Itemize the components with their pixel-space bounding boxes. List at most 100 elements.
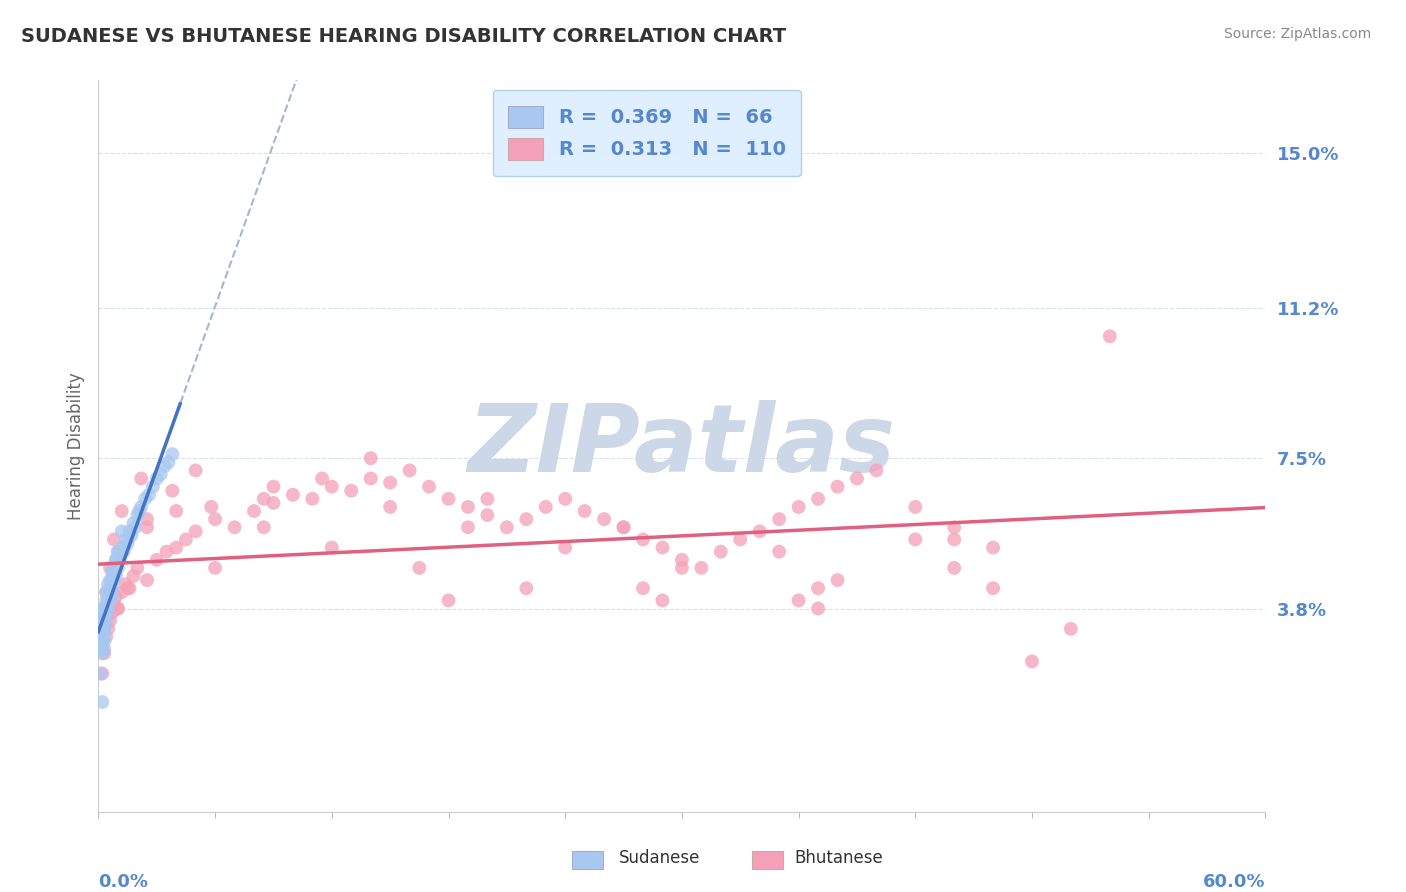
Point xyxy=(91,666,114,681)
Point xyxy=(97,577,120,591)
Point xyxy=(91,614,114,628)
Point xyxy=(103,533,125,547)
Point xyxy=(107,601,129,615)
Point xyxy=(91,622,114,636)
Point xyxy=(98,581,121,595)
Point xyxy=(981,541,1004,555)
Point xyxy=(96,606,118,620)
Point xyxy=(117,581,139,595)
Point xyxy=(103,561,125,575)
Point xyxy=(301,491,323,506)
Point xyxy=(710,544,733,558)
Point xyxy=(101,590,124,604)
Point xyxy=(89,634,111,648)
Point xyxy=(91,638,114,652)
Point xyxy=(360,471,382,485)
Point xyxy=(118,524,141,539)
Point xyxy=(97,601,120,615)
Point xyxy=(93,609,115,624)
Point xyxy=(943,533,966,547)
Point xyxy=(98,561,121,575)
Point xyxy=(165,541,187,555)
Point xyxy=(93,622,115,636)
Point xyxy=(340,483,363,498)
Point xyxy=(89,642,111,657)
Point xyxy=(98,614,121,628)
Point xyxy=(146,553,169,567)
Point xyxy=(162,483,184,498)
Point xyxy=(554,491,576,506)
Point xyxy=(114,533,136,547)
Point xyxy=(515,512,537,526)
Point xyxy=(155,544,177,558)
Point xyxy=(127,561,149,575)
Point xyxy=(204,512,226,526)
Point xyxy=(124,520,146,534)
Point xyxy=(671,553,693,567)
Point xyxy=(96,614,118,628)
Point xyxy=(89,614,111,628)
Point xyxy=(103,573,125,587)
Point xyxy=(89,626,111,640)
Point xyxy=(122,569,145,583)
Point xyxy=(904,500,927,514)
Point xyxy=(136,520,159,534)
Point xyxy=(101,573,124,587)
Point xyxy=(97,593,120,607)
Point xyxy=(457,500,479,514)
Point xyxy=(104,553,127,567)
Point xyxy=(107,544,129,558)
Point xyxy=(96,585,118,599)
Point xyxy=(93,601,115,615)
Point xyxy=(846,471,869,485)
Point xyxy=(96,585,118,599)
Point xyxy=(97,601,120,615)
Point xyxy=(98,585,121,599)
Point xyxy=(380,500,402,514)
Point xyxy=(93,626,115,640)
Point xyxy=(262,480,284,494)
Point xyxy=(98,593,121,607)
Point xyxy=(827,573,849,587)
Point xyxy=(807,581,830,595)
Y-axis label: Hearing Disability: Hearing Disability xyxy=(66,372,84,520)
Point xyxy=(311,471,333,485)
Point xyxy=(515,581,537,595)
Point xyxy=(98,573,121,587)
Point xyxy=(865,463,887,477)
Point xyxy=(380,475,402,490)
Point xyxy=(631,533,654,547)
Point xyxy=(253,520,276,534)
Point xyxy=(943,561,966,575)
Point xyxy=(129,471,152,485)
Point xyxy=(91,601,114,615)
Point xyxy=(108,553,131,567)
Point xyxy=(97,622,120,636)
Point xyxy=(981,581,1004,595)
Point xyxy=(91,646,114,660)
Point xyxy=(904,533,927,547)
Point xyxy=(768,544,790,558)
Point xyxy=(457,520,479,534)
Point xyxy=(477,491,499,506)
Point xyxy=(593,512,616,526)
Point xyxy=(134,491,156,506)
Point xyxy=(122,516,145,531)
Point xyxy=(129,500,152,514)
Point xyxy=(496,520,519,534)
Point xyxy=(153,459,176,474)
Point xyxy=(103,561,125,575)
Point xyxy=(477,508,499,522)
Point xyxy=(91,614,114,628)
Point xyxy=(253,491,276,506)
Point xyxy=(243,504,266,518)
Point xyxy=(408,561,430,575)
Point xyxy=(1060,622,1083,636)
Point xyxy=(91,622,114,636)
Point xyxy=(111,504,134,518)
Point xyxy=(96,609,118,624)
Point xyxy=(111,524,134,539)
Point xyxy=(1021,654,1043,668)
Point xyxy=(136,512,159,526)
Point xyxy=(165,504,187,518)
